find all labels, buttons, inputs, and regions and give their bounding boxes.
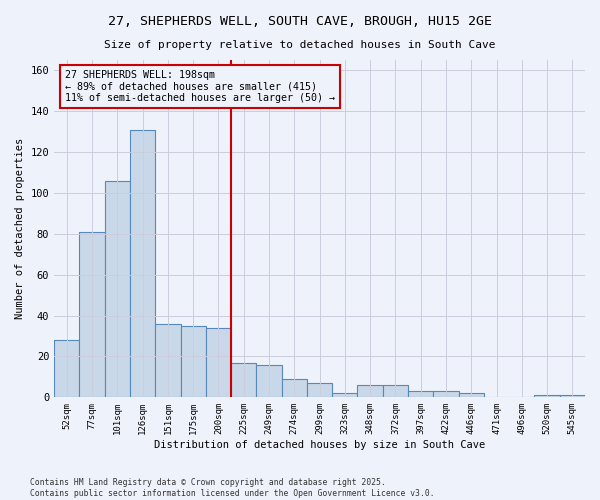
Bar (535, 396, 560, 398)
Bar (206, 328, 231, 398)
Text: 27 SHEPHERDS WELL: 198sqm
← 89% of detached houses are smaller (415)
11% of semi: 27 SHEPHERDS WELL: 198sqm ← 89% of detac… (65, 70, 335, 103)
Bar (307, 383, 332, 398)
Bar (256, 364, 281, 398)
Bar (383, 385, 408, 398)
Text: Contains HM Land Registry data © Crown copyright and database right 2025.
Contai: Contains HM Land Registry data © Crown c… (30, 478, 434, 498)
Bar (358, 385, 383, 398)
Bar (281, 379, 307, 398)
Bar (130, 130, 155, 398)
X-axis label: Distribution of detached houses by size in South Cave: Distribution of detached houses by size … (154, 440, 485, 450)
Text: Size of property relative to detached houses in South Cave: Size of property relative to detached ho… (104, 40, 496, 50)
Bar (105, 180, 130, 398)
Text: 27, SHEPHERDS WELL, SOUTH CAVE, BROUGH, HU15 2GE: 27, SHEPHERDS WELL, SOUTH CAVE, BROUGH, … (108, 15, 492, 28)
Bar (181, 326, 206, 398)
Bar (54, 340, 79, 398)
Bar (332, 393, 358, 398)
Y-axis label: Number of detached properties: Number of detached properties (15, 138, 25, 320)
Bar (560, 396, 585, 398)
Bar (408, 391, 433, 398)
Bar (231, 362, 256, 398)
Bar (155, 324, 181, 398)
Bar (458, 393, 484, 398)
Bar (79, 232, 105, 398)
Bar (433, 391, 458, 398)
